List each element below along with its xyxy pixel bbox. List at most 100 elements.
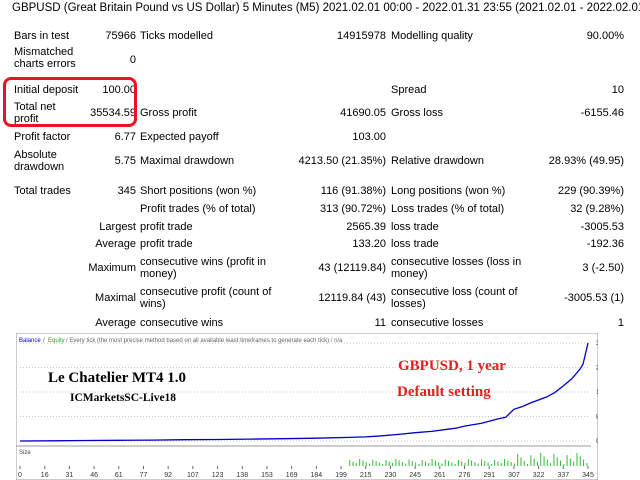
pf-value: 6.77 xyxy=(114,131,136,143)
y-tick-label: 0 xyxy=(596,439,598,445)
size-bar xyxy=(395,459,397,466)
payoff-value: 103.00 xyxy=(352,131,386,143)
size-bar xyxy=(411,461,413,466)
size-bar xyxy=(533,458,535,466)
x-tick-label: 61 xyxy=(115,472,123,479)
size-bar xyxy=(421,460,423,466)
size-bar xyxy=(576,453,578,466)
x-tick-label: 169 xyxy=(286,472,298,479)
overlay-ea-name: Le Chatelier MT4 1.0 xyxy=(48,370,187,386)
size-bar xyxy=(438,462,440,466)
acl-label: consecutive losses xyxy=(391,317,484,329)
size-bar xyxy=(504,459,506,466)
legend-sep: / xyxy=(43,338,45,344)
grossloss-label: Gross loss xyxy=(391,107,443,119)
deposit-value: 100.00 xyxy=(102,84,136,96)
x-tick-label: 245 xyxy=(409,472,421,479)
size-bar xyxy=(401,462,403,466)
size-bar xyxy=(471,460,473,466)
spread-label: Spread xyxy=(391,84,427,96)
mxcl-label: consecutive loss (count of losses) xyxy=(391,286,518,310)
size-bar xyxy=(408,459,410,466)
highlight-box xyxy=(3,77,137,127)
x-tick-label: 16 xyxy=(41,472,49,479)
size-bar xyxy=(362,460,364,466)
bars-value: 75966 xyxy=(105,30,136,42)
netprofit-value: 35534.59 xyxy=(90,107,136,119)
al-label: loss trade xyxy=(391,238,439,250)
size-bar xyxy=(428,463,430,466)
legend-equity: Equity xyxy=(48,338,65,344)
size-bar xyxy=(560,460,562,466)
x-tick-label: 276 xyxy=(459,472,471,479)
size-bar xyxy=(540,453,542,466)
acw-value: 11 xyxy=(374,317,386,329)
size-bar xyxy=(566,455,568,466)
size-bar xyxy=(418,464,420,466)
size-bar xyxy=(457,460,459,466)
overlay-setting: Default setting xyxy=(397,384,491,400)
size-bar xyxy=(497,461,499,466)
size-bar xyxy=(388,461,390,466)
x-tick-label: 345 xyxy=(582,472,594,479)
size-bar xyxy=(382,464,384,466)
mxcp-label: consecutive profit (count of wins) xyxy=(140,286,272,310)
x-tick-label: 184 xyxy=(311,472,323,479)
overlay-symbol: GBPUSD, 1 year xyxy=(398,358,506,374)
quality-label: Modelling quality xyxy=(391,30,473,42)
size-bars xyxy=(349,453,588,466)
size-bar xyxy=(553,454,555,466)
size-bar xyxy=(454,464,456,466)
size-bar xyxy=(461,461,463,466)
quality-value: 90.00% xyxy=(586,30,624,42)
deposit-label: Initial deposit xyxy=(14,84,79,96)
absdd-label: Absolute drawdown xyxy=(14,149,65,173)
size-bar xyxy=(569,458,571,466)
grossprofit-value: 41690.05 xyxy=(340,107,386,119)
x-tick-label: 46 xyxy=(90,472,98,479)
mxcl-value: -3005.53 (1) xyxy=(564,292,624,304)
size-bar xyxy=(441,463,443,466)
average2-label: Average xyxy=(95,317,136,329)
y-tick-label: 35592 xyxy=(596,341,598,347)
size-bar xyxy=(480,459,482,466)
mcw-label: consecutive wins (profit in money) xyxy=(140,256,266,280)
legend-balance: Balance xyxy=(19,338,41,344)
size-bar xyxy=(431,459,433,466)
x-tick-label: 215 xyxy=(360,472,372,479)
size-bar xyxy=(583,459,585,466)
x-tick-label: 261 xyxy=(434,472,446,479)
size-bar xyxy=(550,462,552,466)
size-bar xyxy=(484,461,486,466)
y-tick-label: 26694 xyxy=(596,366,598,372)
lt-value: 32 (9.28%) xyxy=(570,203,624,215)
size-bar xyxy=(398,460,400,466)
overlay-broker: ICMarketsSC-Live18 xyxy=(70,392,177,404)
x-tick-label: 337 xyxy=(557,472,569,479)
absdd-value: 5.75 xyxy=(114,155,136,167)
size-bar xyxy=(392,463,394,466)
bars-label: Bars in test xyxy=(14,30,70,42)
balance-line xyxy=(19,342,589,442)
acw-label: consecutive wins xyxy=(140,317,224,329)
y-tick-label: 8898 xyxy=(596,415,598,421)
size-bar xyxy=(444,459,446,466)
report-header: GBPUSD (Great Britain Pound vs US Dollar… xyxy=(12,2,640,14)
x-ticks: 0 16 31 46 61 77 92 107 123 138 153 169 184 199 215 230… xyxy=(18,466,594,479)
ll-value: -3005.53 xyxy=(580,221,624,233)
mcl-value: 3 (-2.50) xyxy=(582,262,624,274)
x-tick-label: 31 xyxy=(65,472,73,479)
pf-label: Profit factor xyxy=(14,131,71,143)
lp-value: 2565.39 xyxy=(346,221,386,233)
reldd-label: Relative drawdown xyxy=(391,155,484,167)
lp-label: profit trade xyxy=(140,221,193,233)
x-tick-label: 291 xyxy=(483,472,495,479)
size-bar xyxy=(527,464,529,466)
size-bar xyxy=(365,462,367,466)
ticks-label: Ticks modelled xyxy=(140,30,213,42)
size-bar xyxy=(474,462,476,466)
reldd-value: 28.93% (49.95) xyxy=(548,155,624,167)
mxcp-value: 12119.84 (43) xyxy=(318,292,386,304)
size-bar xyxy=(490,464,492,466)
size-bar xyxy=(369,463,371,466)
